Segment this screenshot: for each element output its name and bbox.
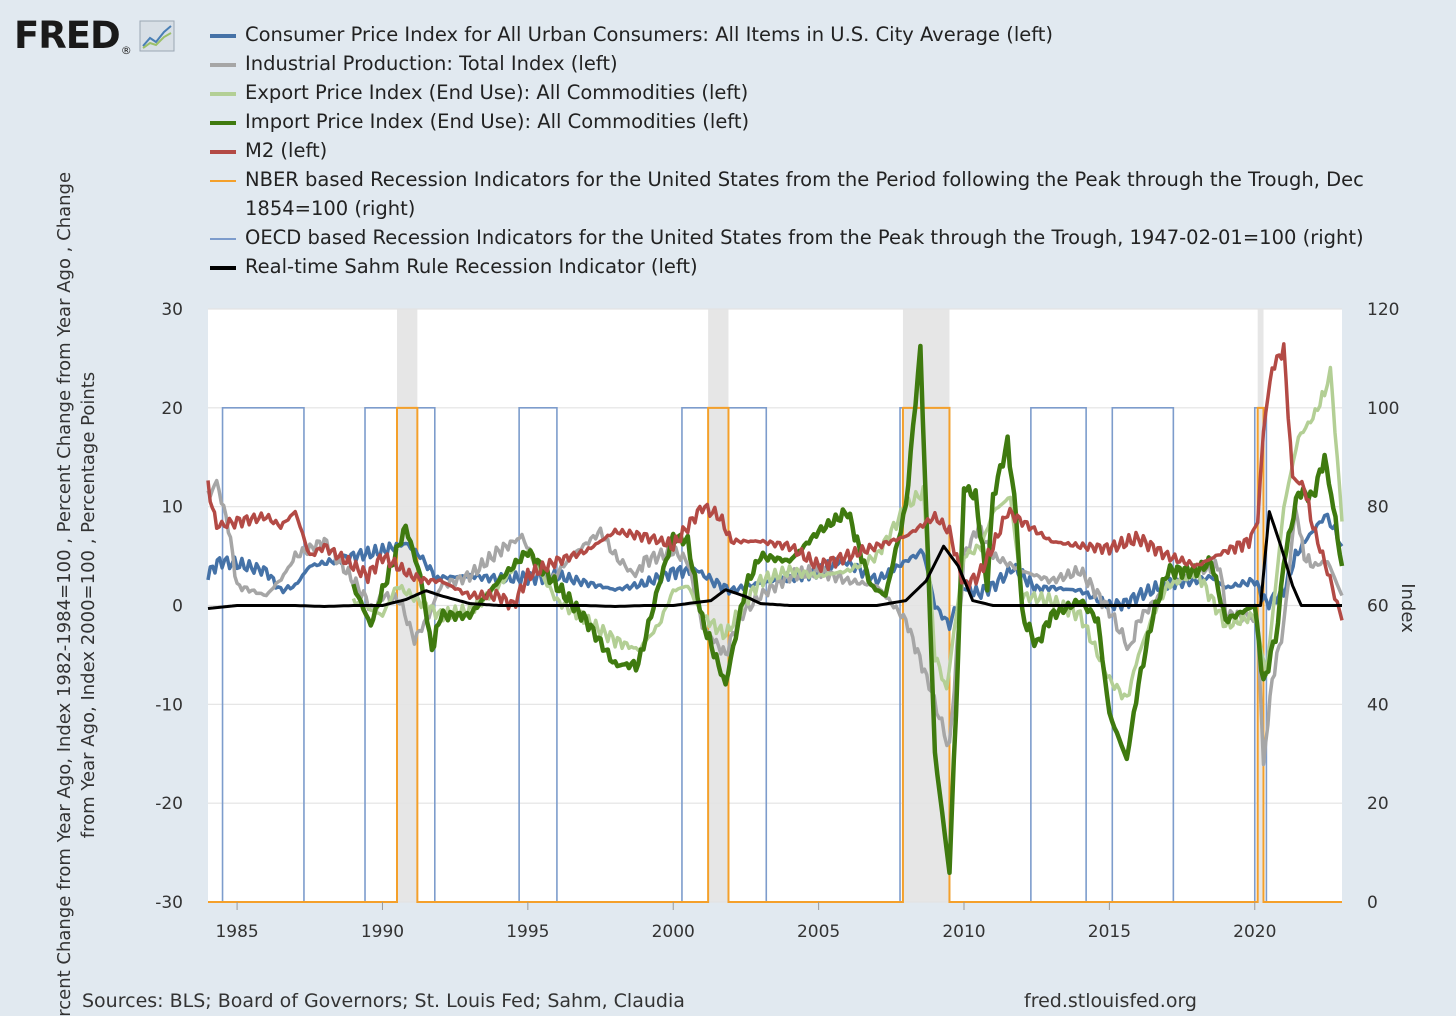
x-tick-label: 2015: [1088, 922, 1131, 942]
y-left-tick-label: 20: [161, 399, 183, 419]
y-left-tick-label: 30: [161, 300, 183, 320]
series-line-ip[interactable]: [206, 478, 1344, 767]
chart-line-icon: [139, 20, 175, 52]
y-right-tick-label: 80: [1367, 498, 1389, 518]
legend-swatch-nber: [210, 180, 236, 182]
footer-sources: Sources: BLS; Board of Governors; St. Lo…: [82, 990, 685, 1012]
y-left-tick-label: 0: [172, 597, 183, 617]
nber-recession-line: [208, 406, 1342, 903]
y-left-tick-label: -20: [155, 794, 183, 814]
y-left-tick-label: -30: [155, 893, 183, 913]
series-line-sahm-rule[interactable]: [207, 510, 1342, 610]
x-tick-label: 2005: [797, 922, 840, 942]
series-line-export-price[interactable]: [351, 365, 1344, 701]
y-right-axis-title: Index: [1397, 583, 1418, 633]
legend-item-sahm[interactable]: Real-time Sahm Rule Recession Indicator …: [210, 252, 1440, 281]
legend-swatch-ip: [210, 63, 236, 67]
legend-label: OECD based Recession Indicators for the …: [245, 226, 1364, 249]
y-right-tick-label: 40: [1367, 695, 1389, 715]
x-tick-label: 1995: [506, 922, 549, 942]
plot-area: [208, 309, 1342, 902]
recession-shade-0: [397, 309, 418, 902]
legend-label: M2 (left): [245, 139, 328, 162]
legend: Consumer Price Index for All Urban Consu…: [210, 20, 1440, 281]
legend-item-export-price[interactable]: Export Price Index (End Use): All Commod…: [210, 78, 1440, 107]
legend-item-oecd[interactable]: OECD based Recession Indicators for the …: [210, 223, 1440, 252]
legend-item-nber[interactable]: NBER based Recession Indicators for the …: [210, 165, 1440, 223]
oecd-recession-line: [208, 407, 1342, 903]
legend-label: Export Price Index (End Use): All Commod…: [245, 81, 749, 104]
y-left-tick-label: 10: [161, 498, 183, 518]
y-right-tick-label: 0: [1367, 893, 1378, 913]
recession-shade-2: [902, 309, 950, 902]
legend-item-cpi[interactable]: Consumer Price Index for All Urban Consu…: [210, 20, 1440, 49]
legend-label: Import Price Index (End Use): All Commod…: [245, 110, 750, 133]
series-line-cpi[interactable]: [206, 512, 1344, 632]
x-tick-label: 2000: [652, 922, 695, 942]
legend-label: Real-time Sahm Rule Recession Indicator …: [245, 255, 698, 278]
footer-site-link[interactable]: fred.stlouisfed.org: [1024, 990, 1197, 1012]
legend-label: Consumer Price Index for All Urban Consu…: [245, 23, 1054, 46]
series-line-import-price[interactable]: [351, 343, 1345, 876]
recession-shade-1: [708, 309, 729, 902]
legend-label: NBER based Recession Indicators for the …: [245, 168, 1364, 220]
legend-swatch-m2: [210, 150, 236, 154]
logo-text: FRED: [14, 14, 121, 57]
x-tick-label: 2010: [942, 922, 985, 942]
legend-item-import-price[interactable]: Import Price Index (End Use): All Commod…: [210, 107, 1440, 136]
x-tick-label: 2020: [1233, 922, 1276, 942]
legend-swatch-sahm: [210, 266, 236, 270]
fred-logo[interactable]: FRED®: [14, 14, 175, 57]
logo-registered-mark: ®: [120, 44, 132, 57]
y-left-tick-label: -10: [155, 695, 183, 715]
x-tick-label: 1985: [215, 922, 258, 942]
legend-swatch-cpi: [210, 34, 236, 38]
legend-swatch-export: [210, 92, 236, 96]
legend-item-m2[interactable]: M2 (left): [210, 136, 1440, 165]
legend-label: Industrial Production: Total Index (left…: [245, 52, 618, 75]
y-left-axis-title: Percent Change from Year Ago, Index 1982…: [54, 172, 99, 1016]
legend-item-industrial-production[interactable]: Industrial Production: Total Index (left…: [210, 49, 1440, 78]
x-tick-label: 1990: [361, 922, 404, 942]
legend-swatch-import: [210, 121, 236, 125]
series-line-m2[interactable]: [206, 342, 1344, 621]
y-right-tick-label: 60: [1367, 597, 1389, 617]
y-right-tick-label: 120: [1367, 300, 1399, 320]
recession-shade-3: [1257, 309, 1264, 902]
y-right-tick-label: 20: [1367, 794, 1389, 814]
legend-swatch-oecd: [210, 238, 236, 240]
y-right-tick-label: 100: [1367, 399, 1399, 419]
